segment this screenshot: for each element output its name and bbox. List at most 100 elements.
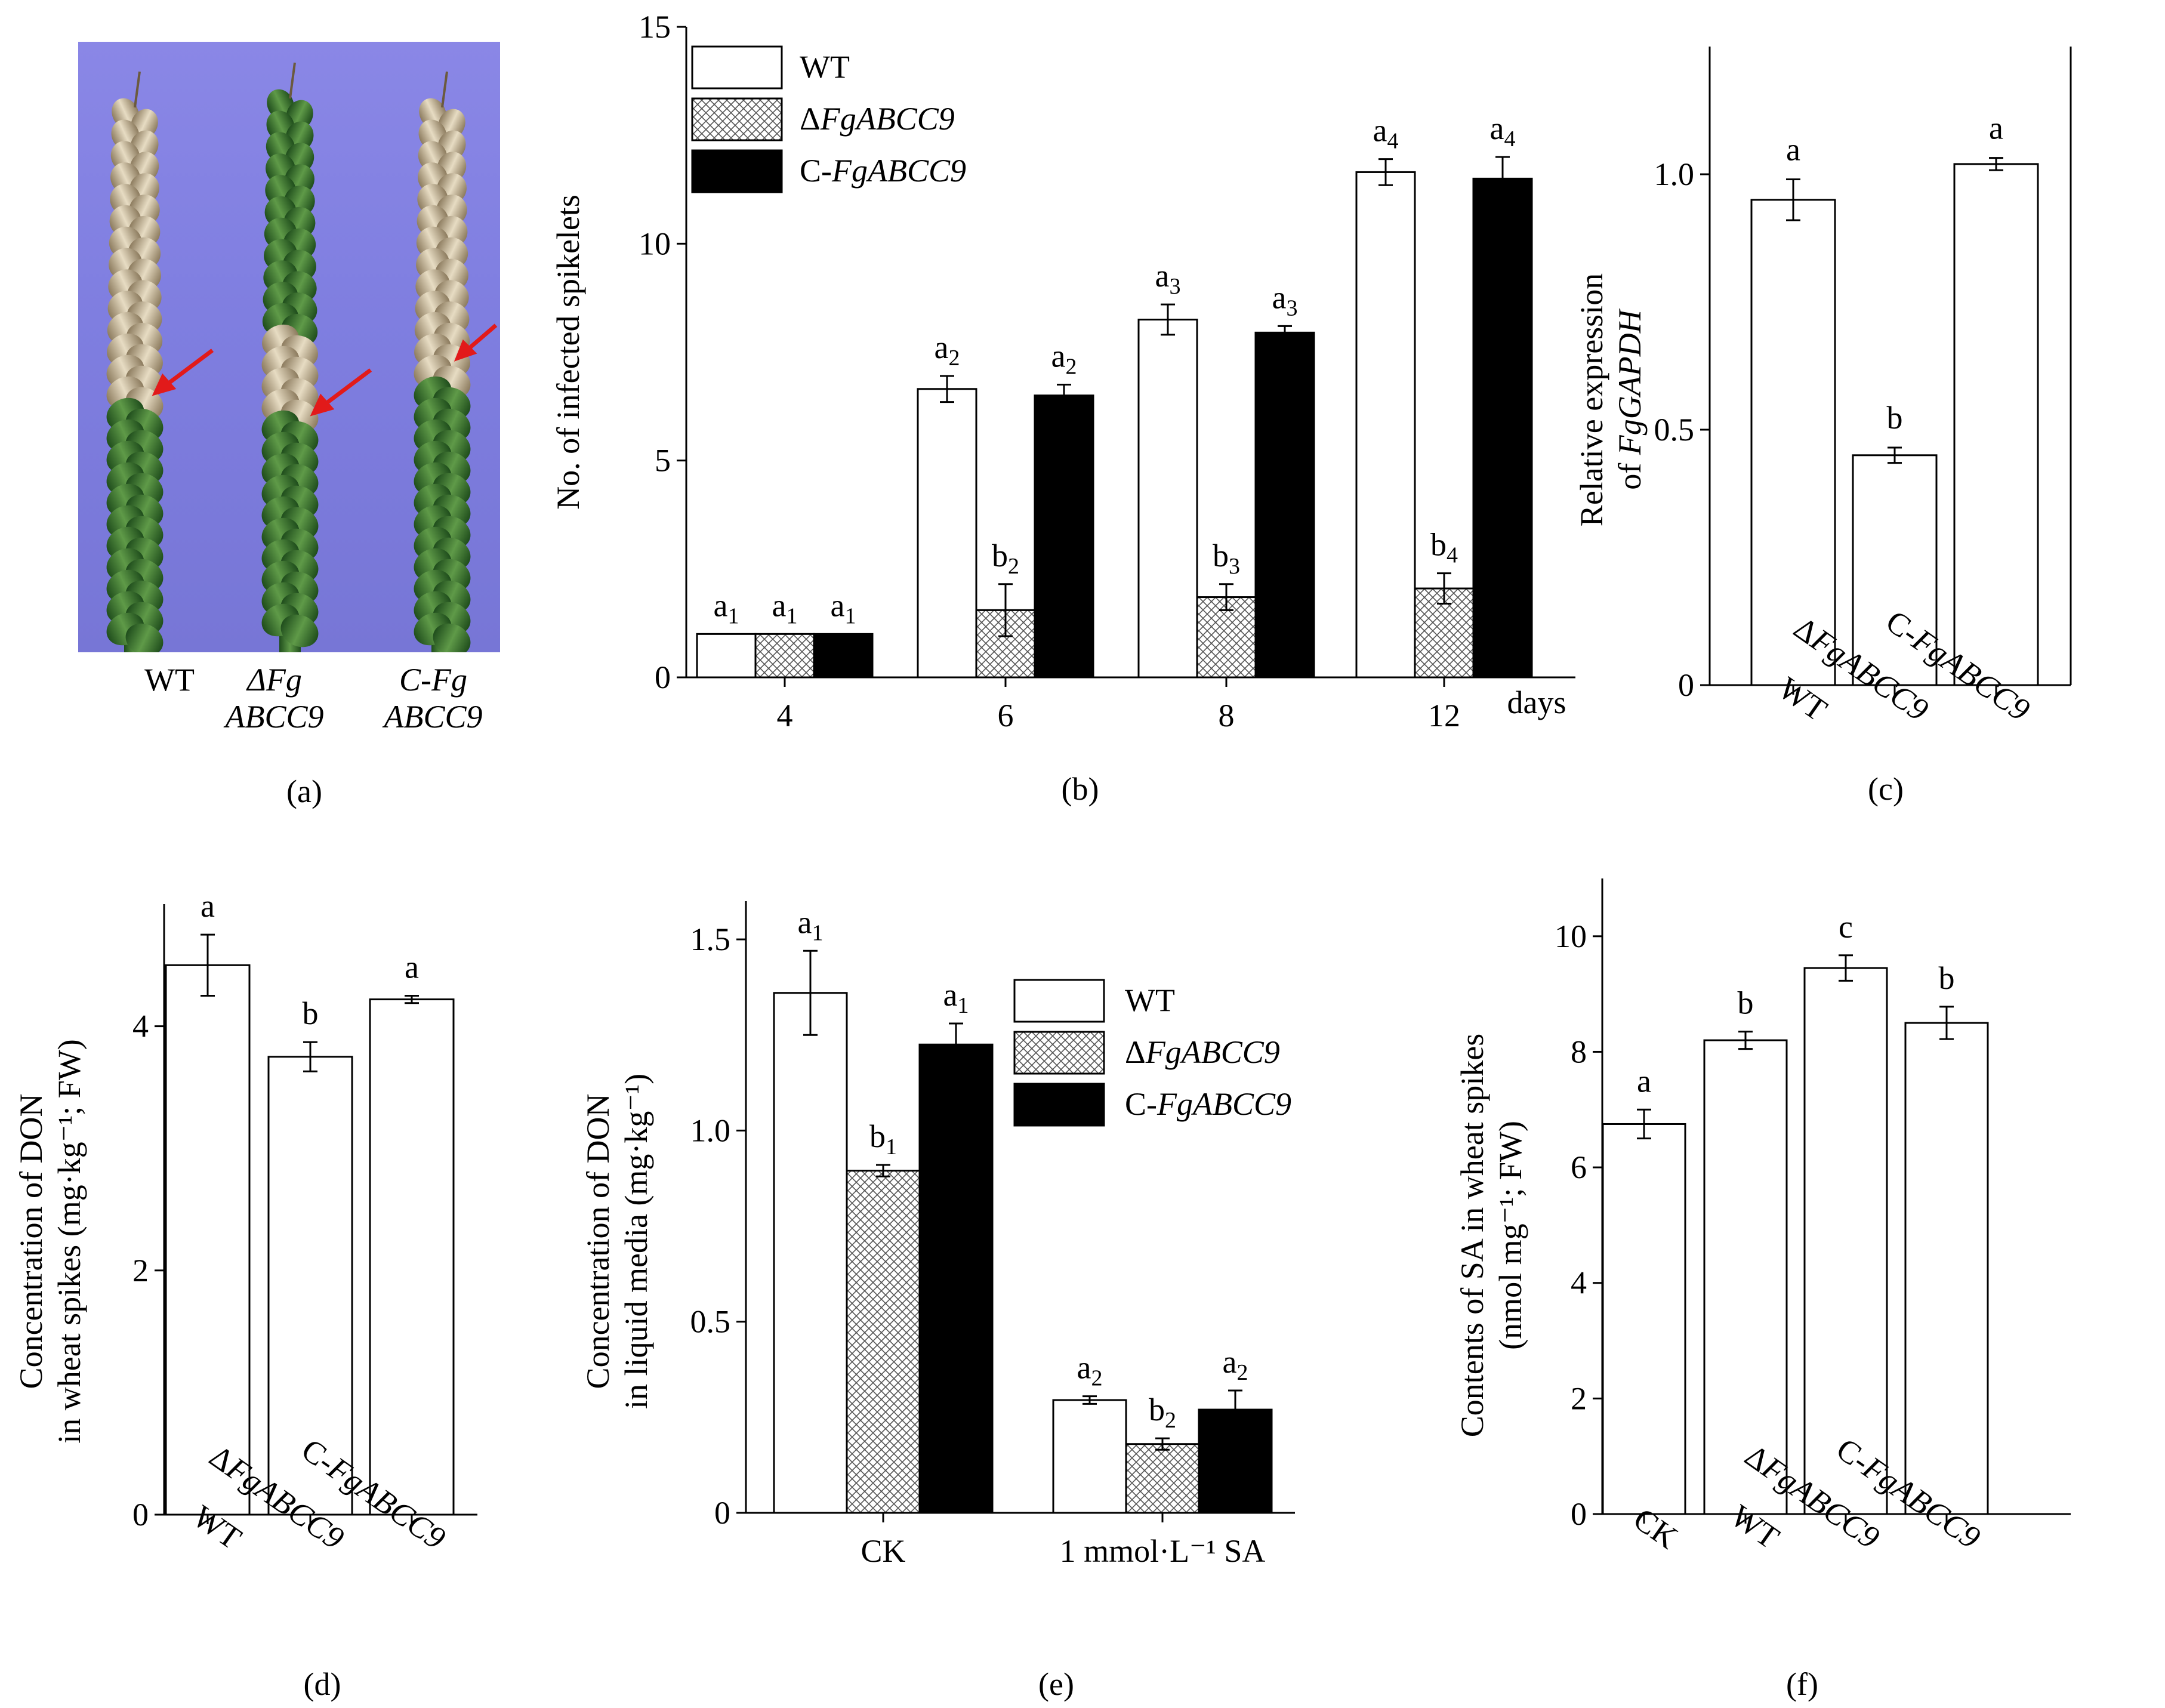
- chart-e-xtick-label-ck: CK: [861, 1533, 905, 1569]
- chart-b-legend-swatch-fgabcc9: [691, 97, 783, 141]
- chart-b-bar-c-fgabcc9-12: [1472, 177, 1533, 679]
- chart-b-legend-label-wt: WT: [800, 49, 850, 85]
- chart-d-ytick-label-2: 4: [132, 1009, 149, 1044]
- chart-f-bar-fgabcc9: [1803, 967, 1888, 1515]
- chart-b-legend-swatch-wt: [691, 45, 783, 90]
- chart-b-letter-c-fgabcc9-8: a3: [1272, 279, 1298, 320]
- chart-b-ytick-label-3: 15: [639, 9, 671, 45]
- chart-d-bar-wt: [165, 964, 251, 1516]
- chart-e-error-c-fgabcc9-1-mmol-l-sa: [1228, 1389, 1242, 1430]
- chart-b-xlabel: days: [1507, 685, 1566, 720]
- wheat-spikes-illustration: [106, 62, 498, 652]
- photo-label-mutant-line2: ABCC9: [225, 699, 324, 735]
- chart-b-bar-wt-6: [917, 388, 977, 679]
- chart-b-letter-c-fgabcc9-6: a2: [1051, 338, 1077, 380]
- chart-e-letter-c-fgabcc9-1-mmol-l-sa: a2: [1223, 1344, 1248, 1385]
- chart-c-letter-wt: a: [1786, 132, 1800, 168]
- chart-b-bar-c-fgabcc9-8: [1254, 331, 1315, 679]
- chart-e-legend-label-c-fgabcc9: C-FgABCC9: [1125, 1086, 1291, 1122]
- chart-b-error-wt-12: [1378, 158, 1393, 186]
- chart-c-ytick-label-1: 0.5: [1654, 412, 1695, 448]
- photo-label-mutant-line1: ΔFg: [247, 662, 302, 698]
- chart-c-ytick-label-2: 1.0: [1654, 156, 1695, 192]
- chart-f-bar-ck: [1602, 1123, 1686, 1515]
- photo-label-complement-line1: C-Fg: [399, 662, 467, 698]
- chart-d-error-fgabcc9: [303, 1041, 317, 1072]
- chart-f-ytick-label-3: 6: [1571, 1149, 1587, 1185]
- chart-e-legend-swatch-fgabcc9: [1013, 1031, 1105, 1075]
- chart-b-xtick-label-12: 12: [1428, 698, 1460, 733]
- chart-e-legend-swatch-wt: [1013, 979, 1105, 1023]
- chart-b: 0 5 10 15 4 a1 a1 a1 6 a2 b2 a2 8 a3 b3 a3 12 a4 b4 a4 days N…: [550, 9, 1575, 807]
- chart-f-error-c-fgabcc9: [1939, 1006, 1954, 1040]
- chart-e-xtick-label-1-mmol-l-sa: 1 mmol·L⁻¹ SA: [1060, 1533, 1266, 1569]
- chart-b-error-wt-6: [940, 375, 954, 403]
- chart-f-bar-wt: [1703, 1039, 1788, 1515]
- chart-f-ytick-label-0: 0: [1571, 1496, 1587, 1532]
- chart-e-ytick-label-1: 0.5: [690, 1304, 731, 1340]
- photo-label-wt: WT: [144, 662, 195, 698]
- chart-d-bar-c-fgabcc9: [369, 998, 455, 1516]
- chart-b-bar-wt-12: [1355, 171, 1416, 679]
- photo-label-complement: C-Fg ABCC9: [368, 661, 499, 735]
- chart-e-legend-swatch-c-fgabcc9: [1013, 1083, 1105, 1127]
- chart-b-error-fgabcc9-8: [1219, 583, 1233, 611]
- chart-b-bar-wt-8: [1137, 319, 1198, 679]
- chart-b-ylabel: No. of infected spikelets: [550, 195, 586, 510]
- chart-e-letter-fgabcc9-ck: b1: [869, 1118, 897, 1160]
- chart-b-panel-label: (b): [1062, 771, 1099, 807]
- chart-b-xtick-label-8: 8: [1219, 698, 1235, 733]
- chart-e: 0 0.5 1.0 1.5 CK a1 b1 a1 1 mmol·L⁻¹ SA a2 b2 a2 WT Δ…: [580, 901, 1295, 1702]
- chart-d-ytick-label-0: 0: [132, 1497, 149, 1533]
- chart-b-ytick-label-2: 10: [639, 226, 671, 261]
- photo-label-mutant: ΔFg ABCC9: [215, 661, 334, 735]
- chart-b-bar-wt-4: [696, 633, 757, 679]
- chart-e-letter-fgabcc9-1-mmol-l-sa: b2: [1149, 1392, 1176, 1433]
- chart-e-panel-label: (e): [1038, 1666, 1074, 1702]
- photo-label-complement-line2: ABCC9: [384, 699, 483, 735]
- chart-e-error-fgabcc9-ck: [876, 1164, 890, 1177]
- chart-d-letter-c-fgabcc9: a: [405, 949, 419, 985]
- chart-b-error-c-fgabcc9-12: [1495, 156, 1510, 202]
- chart-d-panel-label: (d): [304, 1666, 341, 1702]
- chart-c-ytick-label-0: 0: [1678, 667, 1694, 703]
- chart-d-ylabel: Concentration of DONin wheat spikes (mg·…: [13, 1039, 87, 1444]
- chart-b-letter-wt-6: a2: [935, 329, 960, 371]
- chart-f-ytick-label-5: 10: [1555, 918, 1587, 954]
- chart-f-error-wt: [1738, 1031, 1753, 1050]
- chart-d-ytick-label-1: 2: [132, 1253, 149, 1288]
- chart-d-error-wt: [201, 933, 215, 997]
- chart-c-error-c-fgabcc9: [1989, 157, 2003, 171]
- chart-e-legend-label-fgabcc9: ΔFgABCC9: [1125, 1034, 1280, 1070]
- chart-b-bar-c-fgabcc9-4: [813, 633, 874, 679]
- panel-label-a: (a): [286, 773, 322, 809]
- chart-b-error-fgabcc9-12: [1437, 572, 1451, 605]
- chart-e-letter-wt-1-mmol-l-sa: a2: [1077, 1350, 1103, 1391]
- chart-e-bar-wt-1-mmol-l-sa: [1052, 1399, 1127, 1514]
- chart-e-bar-c-fgabcc9-ck: [918, 1043, 994, 1514]
- chart-b-error-wt-8: [1161, 303, 1175, 336]
- chart-f-error-ck: [1637, 1108, 1651, 1140]
- chart-e-bar-wt-ck: [773, 992, 848, 1514]
- chart-c-letter-c-fgabcc9: a: [1989, 110, 2003, 146]
- chart-f-ylabel: Contents of SA in wheat spikes(nmol mg⁻¹…: [1454, 1034, 1528, 1437]
- chart-c-bar-wt: [1750, 199, 1836, 686]
- chart-c-ylabel: Relative expressionof FgGAPDH: [1574, 273, 1648, 526]
- chart-b-letter-wt-8: a3: [1155, 258, 1181, 299]
- chart-c-panel-label: (c): [1868, 771, 1904, 807]
- chart-b-letter-c-fgabcc9-4: a1: [831, 587, 856, 628]
- chart-f-panel-label: (f): [1786, 1666, 1818, 1702]
- chart-e-error-wt-1-mmol-l-sa: [1082, 1395, 1097, 1405]
- chart-d-letter-wt: a: [201, 888, 215, 924]
- chart-b-letter-fgabcc9-6: b2: [992, 538, 1019, 579]
- chart-b-letter-fgabcc9-4: a1: [772, 587, 798, 628]
- chart-f-ytick-label-1: 2: [1571, 1380, 1587, 1416]
- chart-b-legend-label-fgabcc9: ΔFgABCC9: [800, 101, 955, 137]
- chart-e-ylabel: Concentration of DONin liquid media (mg·…: [580, 1074, 654, 1409]
- chart-b-letter-fgabcc9-8: b3: [1213, 538, 1240, 579]
- chart-f-ytick-label-2: 4: [1571, 1265, 1587, 1301]
- chart-c-error-fgabcc9: [1888, 446, 1902, 464]
